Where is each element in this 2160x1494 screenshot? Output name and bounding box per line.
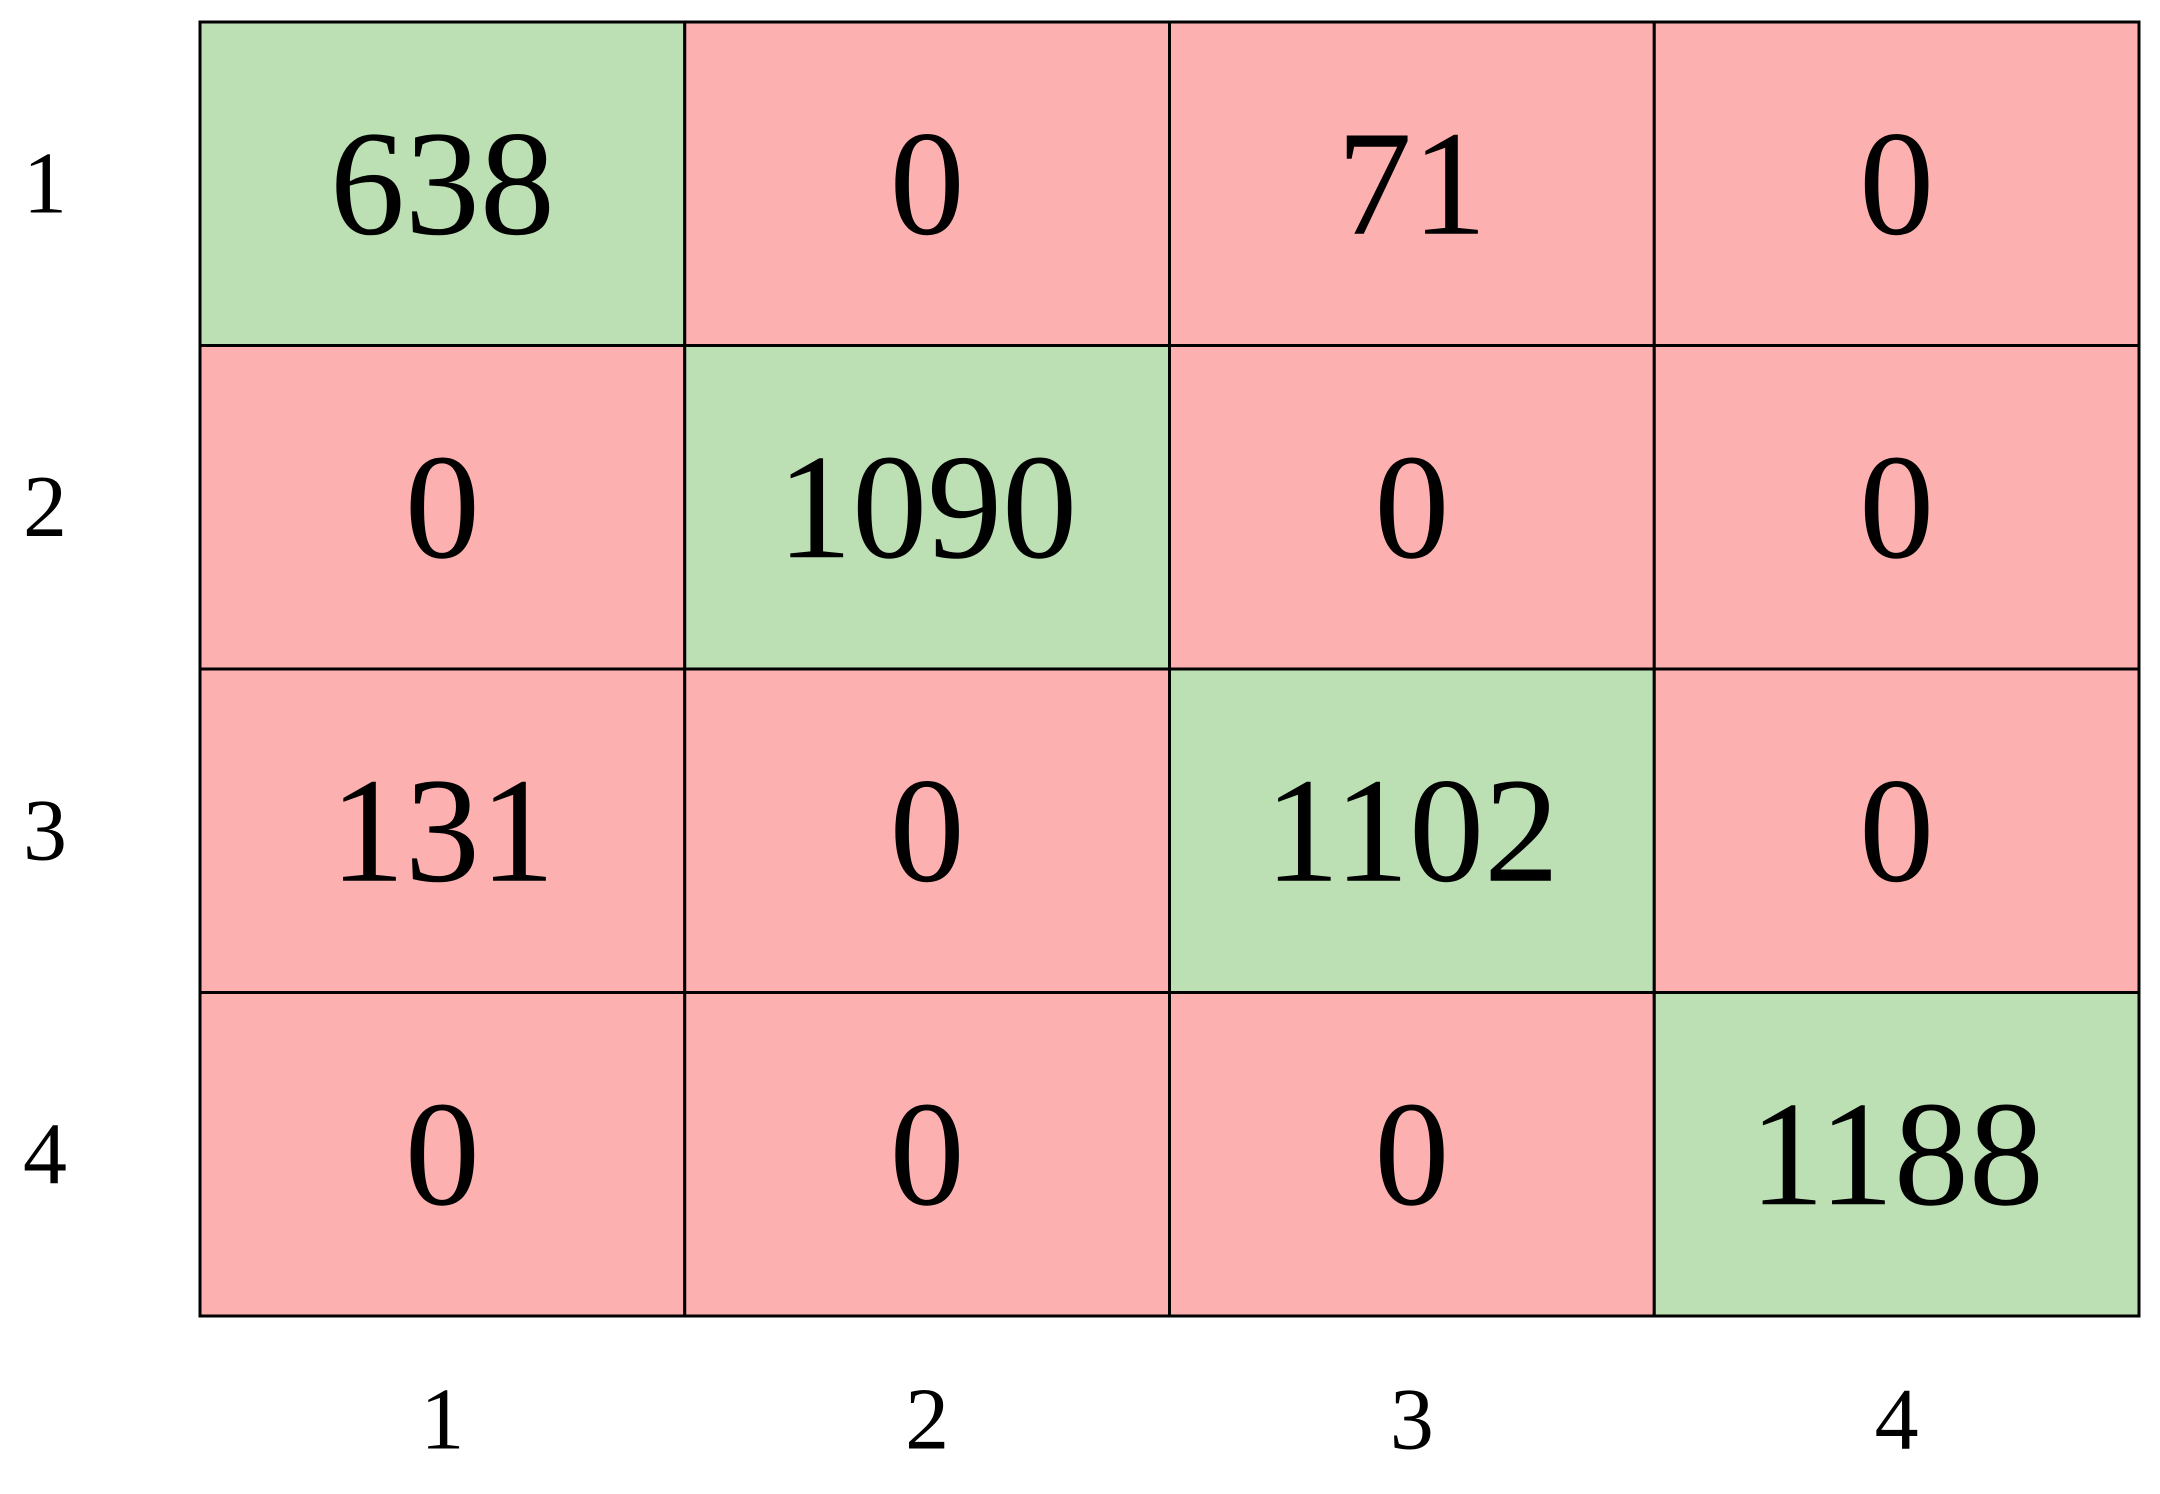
cell-value: 0 [1859,424,1934,590]
cell-value: 0 [1859,748,1934,914]
cell-value: 1102 [1265,748,1559,914]
cell-value: 0 [1374,424,1449,590]
cell [1652,344,2141,671]
cell [683,344,1171,671]
cell [683,667,1171,994]
column-label: 1 [420,1372,464,1469]
cell-value: 0 [1374,1071,1449,1237]
cell [198,344,687,671]
cell [1168,991,1656,1318]
cell-value: 0 [890,1071,965,1237]
cell-value: 0 [890,748,965,914]
cell [683,20,1171,347]
cell-value: 0 [405,1071,480,1237]
cell-value: 638 [330,101,555,267]
cell [1652,667,2141,994]
cell-value: 0 [405,424,480,590]
row-label: 1 [23,135,67,232]
row-label: 2 [23,459,67,556]
column-label: 2 [905,1372,949,1469]
cell-value: 0 [1859,101,1934,267]
cell-value: 131 [330,748,555,914]
cell [1652,20,2141,347]
cell-value: 1188 [1749,1071,2043,1237]
cell [1652,991,2141,1318]
row-label: 4 [23,1106,67,1203]
cell [198,20,687,347]
cell-value: 71 [1337,101,1487,267]
cell-value: 0 [890,101,965,267]
cell [198,991,687,1318]
cell [683,991,1171,1318]
column-label: 4 [1875,1372,1919,1469]
column-label: 3 [1390,1372,1434,1469]
cell-value: 1090 [777,424,1077,590]
cell [1168,20,1656,347]
row-label: 3 [23,782,67,879]
